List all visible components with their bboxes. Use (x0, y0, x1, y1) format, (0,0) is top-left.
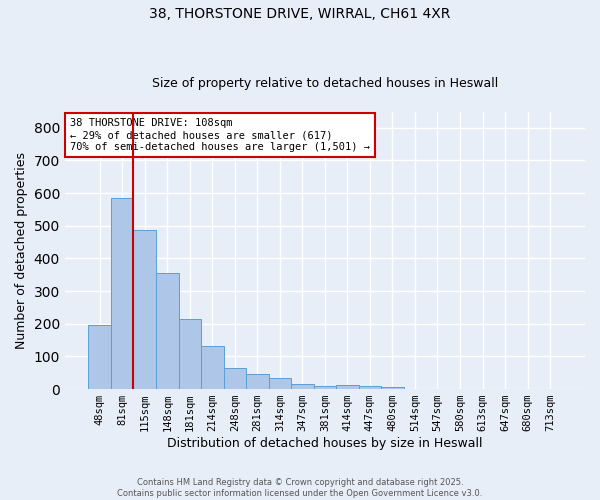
Bar (133, 230, 156, 389)
Bar (111, 198, 133, 389)
Bar (381, 387, 404, 389)
Bar (359, 386, 381, 389)
Bar (179, 319, 201, 389)
Y-axis label: Number of detached properties: Number of detached properties (15, 152, 28, 349)
Text: Contains HM Land Registry data © Crown copyright and database right 2025.
Contai: Contains HM Land Registry data © Crown c… (118, 478, 482, 498)
Bar (201, 346, 224, 389)
Bar (156, 273, 179, 389)
Bar (291, 384, 314, 389)
Bar (314, 386, 336, 389)
X-axis label: Distribution of detached houses by size in Heswall: Distribution of detached houses by size … (167, 437, 482, 450)
Bar (224, 368, 246, 389)
Bar (269, 378, 291, 389)
Text: 38, THORSTONE DRIVE, WIRRAL, CH61 4XR: 38, THORSTONE DRIVE, WIRRAL, CH61 4XR (149, 8, 451, 22)
Text: 38 THORSTONE DRIVE: 108sqm
← 29% of detached houses are smaller (617)
70% of sem: 38 THORSTONE DRIVE: 108sqm ← 29% of deta… (70, 118, 370, 152)
Bar (88, 326, 111, 389)
Bar (336, 386, 359, 389)
Bar (246, 374, 269, 389)
Title: Size of property relative to detached houses in Heswall: Size of property relative to detached ho… (152, 76, 498, 90)
